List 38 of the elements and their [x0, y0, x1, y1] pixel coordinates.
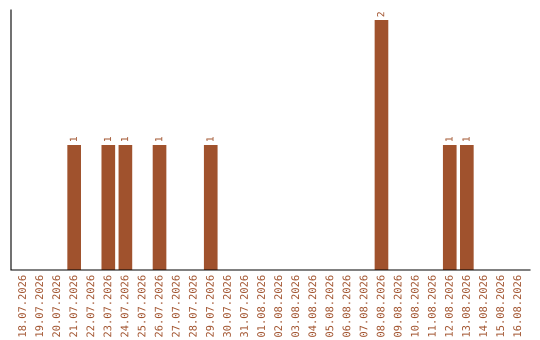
- x-tick-label: 25.07.2026: [138, 276, 146, 337]
- x-tick-label: 01.08.2026: [257, 276, 266, 337]
- x-tick-label: 24.07.2026: [120, 276, 128, 337]
- x-tick-label: 04.08.2026: [308, 276, 316, 337]
- data-label: 1: [155, 137, 162, 142]
- x-tick-label: 02.08.2026: [274, 276, 282, 337]
- data-label: 1: [121, 137, 128, 142]
- data-label: 2: [376, 12, 384, 16]
- x-tick-label: 08.08.2026: [376, 276, 385, 337]
- data-label: 1: [462, 137, 470, 142]
- x-tick-label: 14.08.2026: [479, 276, 487, 336]
- x-tick-label: 28.07.2026: [188, 276, 197, 337]
- x-tick-label: 15.08.2026: [496, 276, 504, 336]
- x-tick-label: 03.08.2026: [291, 276, 300, 337]
- x-tick-label: 22.07.2026: [86, 276, 94, 337]
- data-label: 1: [445, 137, 452, 142]
- x-tick-label: 27.07.2026: [172, 276, 180, 337]
- x-tick-label: 29.07.2026: [206, 276, 214, 337]
- x-tick-label: 12.08.2026: [444, 276, 453, 336]
- x-tick-label: 31.07.2026: [240, 276, 248, 337]
- x-tick-label: 19.07.2026: [35, 276, 44, 336]
- x-tick-label: 10.08.2026: [410, 276, 419, 336]
- data-label: 1: [70, 137, 77, 142]
- data-label: 1: [104, 137, 112, 142]
- x-tick-label: 20.07.2026: [52, 276, 60, 337]
- x-tick-label: 05.08.2026: [325, 276, 334, 337]
- x-tick-label: 21.07.2026: [69, 276, 78, 337]
- x-tick-label: 06.08.2026: [342, 276, 350, 337]
- x-tick-label: 13.08.2026: [462, 276, 470, 336]
- x-tick-label: 09.08.2026: [394, 276, 402, 337]
- x-tick-label: 11.08.2026: [428, 276, 436, 336]
- x-tick-label: 30.07.2026: [222, 276, 231, 337]
- x-tick-label: 18.07.2026: [18, 276, 26, 336]
- x-tick-label: 26.07.2026: [154, 276, 163, 337]
- data-label: 1: [206, 137, 214, 142]
- x-tick-label: 07.08.2026: [360, 276, 368, 337]
- x-tick-label: 16.08.2026: [513, 276, 522, 336]
- x-tick-label: 23.07.2026: [103, 276, 112, 337]
